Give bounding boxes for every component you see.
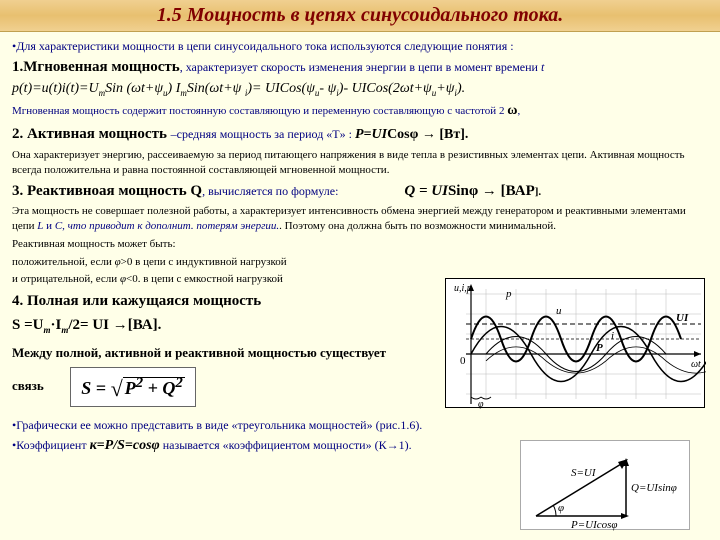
f6: Sin(ωt+ψ <box>187 81 245 96</box>
sec3-C: C, <box>55 220 68 232</box>
f-u: u <box>42 81 49 96</box>
sec1-dot: , <box>517 105 520 117</box>
s4-2: /2= UI →[ВА]. <box>68 317 161 333</box>
sec3-sin: Sinφ → [ВАР <box>448 183 535 199</box>
fb-plus: + <box>143 378 162 398</box>
tri-P: P=UIcosφ <box>570 519 618 531</box>
sec3-desc: , вычисляется по формуле: <box>202 184 338 198</box>
wave-phi: φ <box>478 399 484 409</box>
wave-UI: UI <box>676 312 689 324</box>
fb-eq: = <box>91 378 110 398</box>
wave-uip: u,i,p <box>454 283 472 294</box>
bullet-1: •Графически ее можно представить в виде … <box>12 417 708 433</box>
wave-u: u <box>556 305 562 317</box>
tri-Q: Q=UIsinφ <box>631 482 677 494</box>
section-2: 2. Активная мощность –средняя мощность з… <box>12 124 708 145</box>
sec3-note3: . Поэтому она должна быть по возможности… <box>279 220 556 232</box>
f4: Sin (ωt+ψ <box>105 81 163 96</box>
sec3-note2: что приводит к дополнит. потерям энергии… <box>68 220 280 232</box>
sec1-t: t <box>541 60 544 74</box>
sec2-desc: –средняя мощность за период «T» : <box>171 127 355 141</box>
fb-2a: 2 <box>136 375 144 391</box>
f-Um: U <box>88 81 98 96</box>
f-UI2: UI <box>352 81 367 96</box>
wave-figure: u,i,p p u UI i P 0 ωt φ <box>445 278 705 408</box>
intro-text: •Для характеристики мощности в цепи сину… <box>12 38 708 54</box>
f11: Cos(2ωt+ψ <box>366 81 431 96</box>
sec1-desc: , характеризует скорость изменения энерг… <box>180 60 541 74</box>
sec1-note-text: Мгновенная мощность содержит постоянную … <box>12 105 507 117</box>
sec1-omega: ω <box>507 103 517 118</box>
fb-Q: Q <box>162 378 175 398</box>
rp1: положительной, если <box>12 256 115 268</box>
s4-m1: m <box>43 325 50 335</box>
fb-P: P <box>125 378 136 398</box>
left-column: Реактивная мощность может быть: положите… <box>12 237 432 407</box>
f3: (t)= <box>66 81 89 96</box>
f8: Cos(ψ <box>280 81 315 96</box>
wave-P: P <box>596 342 603 354</box>
reac-neg: и отрицательной, если φ<0. в цепи с емко… <box>12 272 432 287</box>
b1-text: Графически ее можно представить в виде «… <box>16 418 422 432</box>
rn1: и отрицательной, если <box>12 273 120 285</box>
s4-d1: ·I <box>51 317 62 333</box>
tri-phi: φ <box>558 502 564 514</box>
sec3-note: Эта мощность не совершает полезной работ… <box>12 204 708 234</box>
rel-text: Между полной, активной и реактивной мощн… <box>12 344 432 362</box>
sec3-title: 3. Реактивноая мощность Q <box>12 183 202 199</box>
wave-i: i <box>611 330 614 342</box>
rp3: >0 в цепи с индуктивной нагрузкой <box>121 256 287 268</box>
page-title: 1.5 Мощность в цепях синусоидального ток… <box>0 0 720 32</box>
wave-p: p <box>505 288 512 300</box>
sec1-formula: p(t)=u(t)i(t)=UmSin (ωt+ψu) ImSin(ωt+ψ i… <box>12 80 708 99</box>
f1: (t)= <box>19 81 42 96</box>
sec3-end: ]. <box>535 186 541 198</box>
f7: )= <box>247 81 265 96</box>
rn3: <0. в цепи с емкостной нагрузкой <box>126 273 283 285</box>
wave-wt: ωt <box>691 359 701 370</box>
b2-k: к=P/S=сosφ <box>90 438 160 453</box>
sec4-formula: S =Um·Im/2= UI →[ВА]. <box>12 315 432 336</box>
sec2-cos: Cosφ → [Вт]. <box>387 127 468 142</box>
f9: - ψ <box>319 81 336 96</box>
f-p: p <box>12 81 19 96</box>
b2-2: называется «коэффициентом мощности» (К→1… <box>160 438 412 452</box>
section-1: 1.Мгновенная мощность, характеризует ско… <box>12 57 708 77</box>
sec1-note: Мгновенная мощность содержит постоянную … <box>12 102 708 121</box>
reac-title: Реактивная мощность может быть: <box>12 237 432 252</box>
fb-S: S <box>81 378 91 398</box>
tri-S: S=UI <box>571 467 597 479</box>
f13: ). <box>457 81 465 96</box>
sec1-title: 1.Мгновенная мощность <box>12 59 180 75</box>
f-UI: UI <box>265 81 280 96</box>
intro: Для характеристики мощности в цепи синус… <box>16 39 513 53</box>
sec3-and: и <box>43 220 54 232</box>
triangle-figure: S=UI Q=UIsinφ P=UIcosφ φ <box>520 440 690 530</box>
sec2-note: Она характеризует энергию, рассеиваемую … <box>12 148 708 178</box>
sec2-title: 2. Активная мощность <box>12 126 171 142</box>
rel-text2: связь <box>12 378 44 393</box>
section-3: 3. Реактивноая мощность Q, вычисляется п… <box>12 181 708 201</box>
wave-zero: 0 <box>460 355 466 367</box>
f5: ) I <box>168 81 181 96</box>
f10: )- <box>339 81 352 96</box>
f12: +ψ <box>436 81 454 96</box>
reac-pos: положительной, если φ>0 в цепи с индукти… <box>12 255 432 270</box>
sec3-formula: Q = UI <box>404 183 448 199</box>
b2-1: Коэффициент <box>16 438 89 452</box>
s4-S: S =U <box>12 317 43 333</box>
f2: (t) <box>49 81 62 96</box>
formula-box: S = √P2 + Q2 <box>70 367 196 407</box>
fb-2b: 2 <box>175 375 183 391</box>
sec4-title: 4. Полная или кажущаяся мощность <box>12 291 432 311</box>
sec2-formula: P=UI <box>355 127 387 142</box>
rel-row: связь S = √P2 + Q2 <box>12 367 432 407</box>
